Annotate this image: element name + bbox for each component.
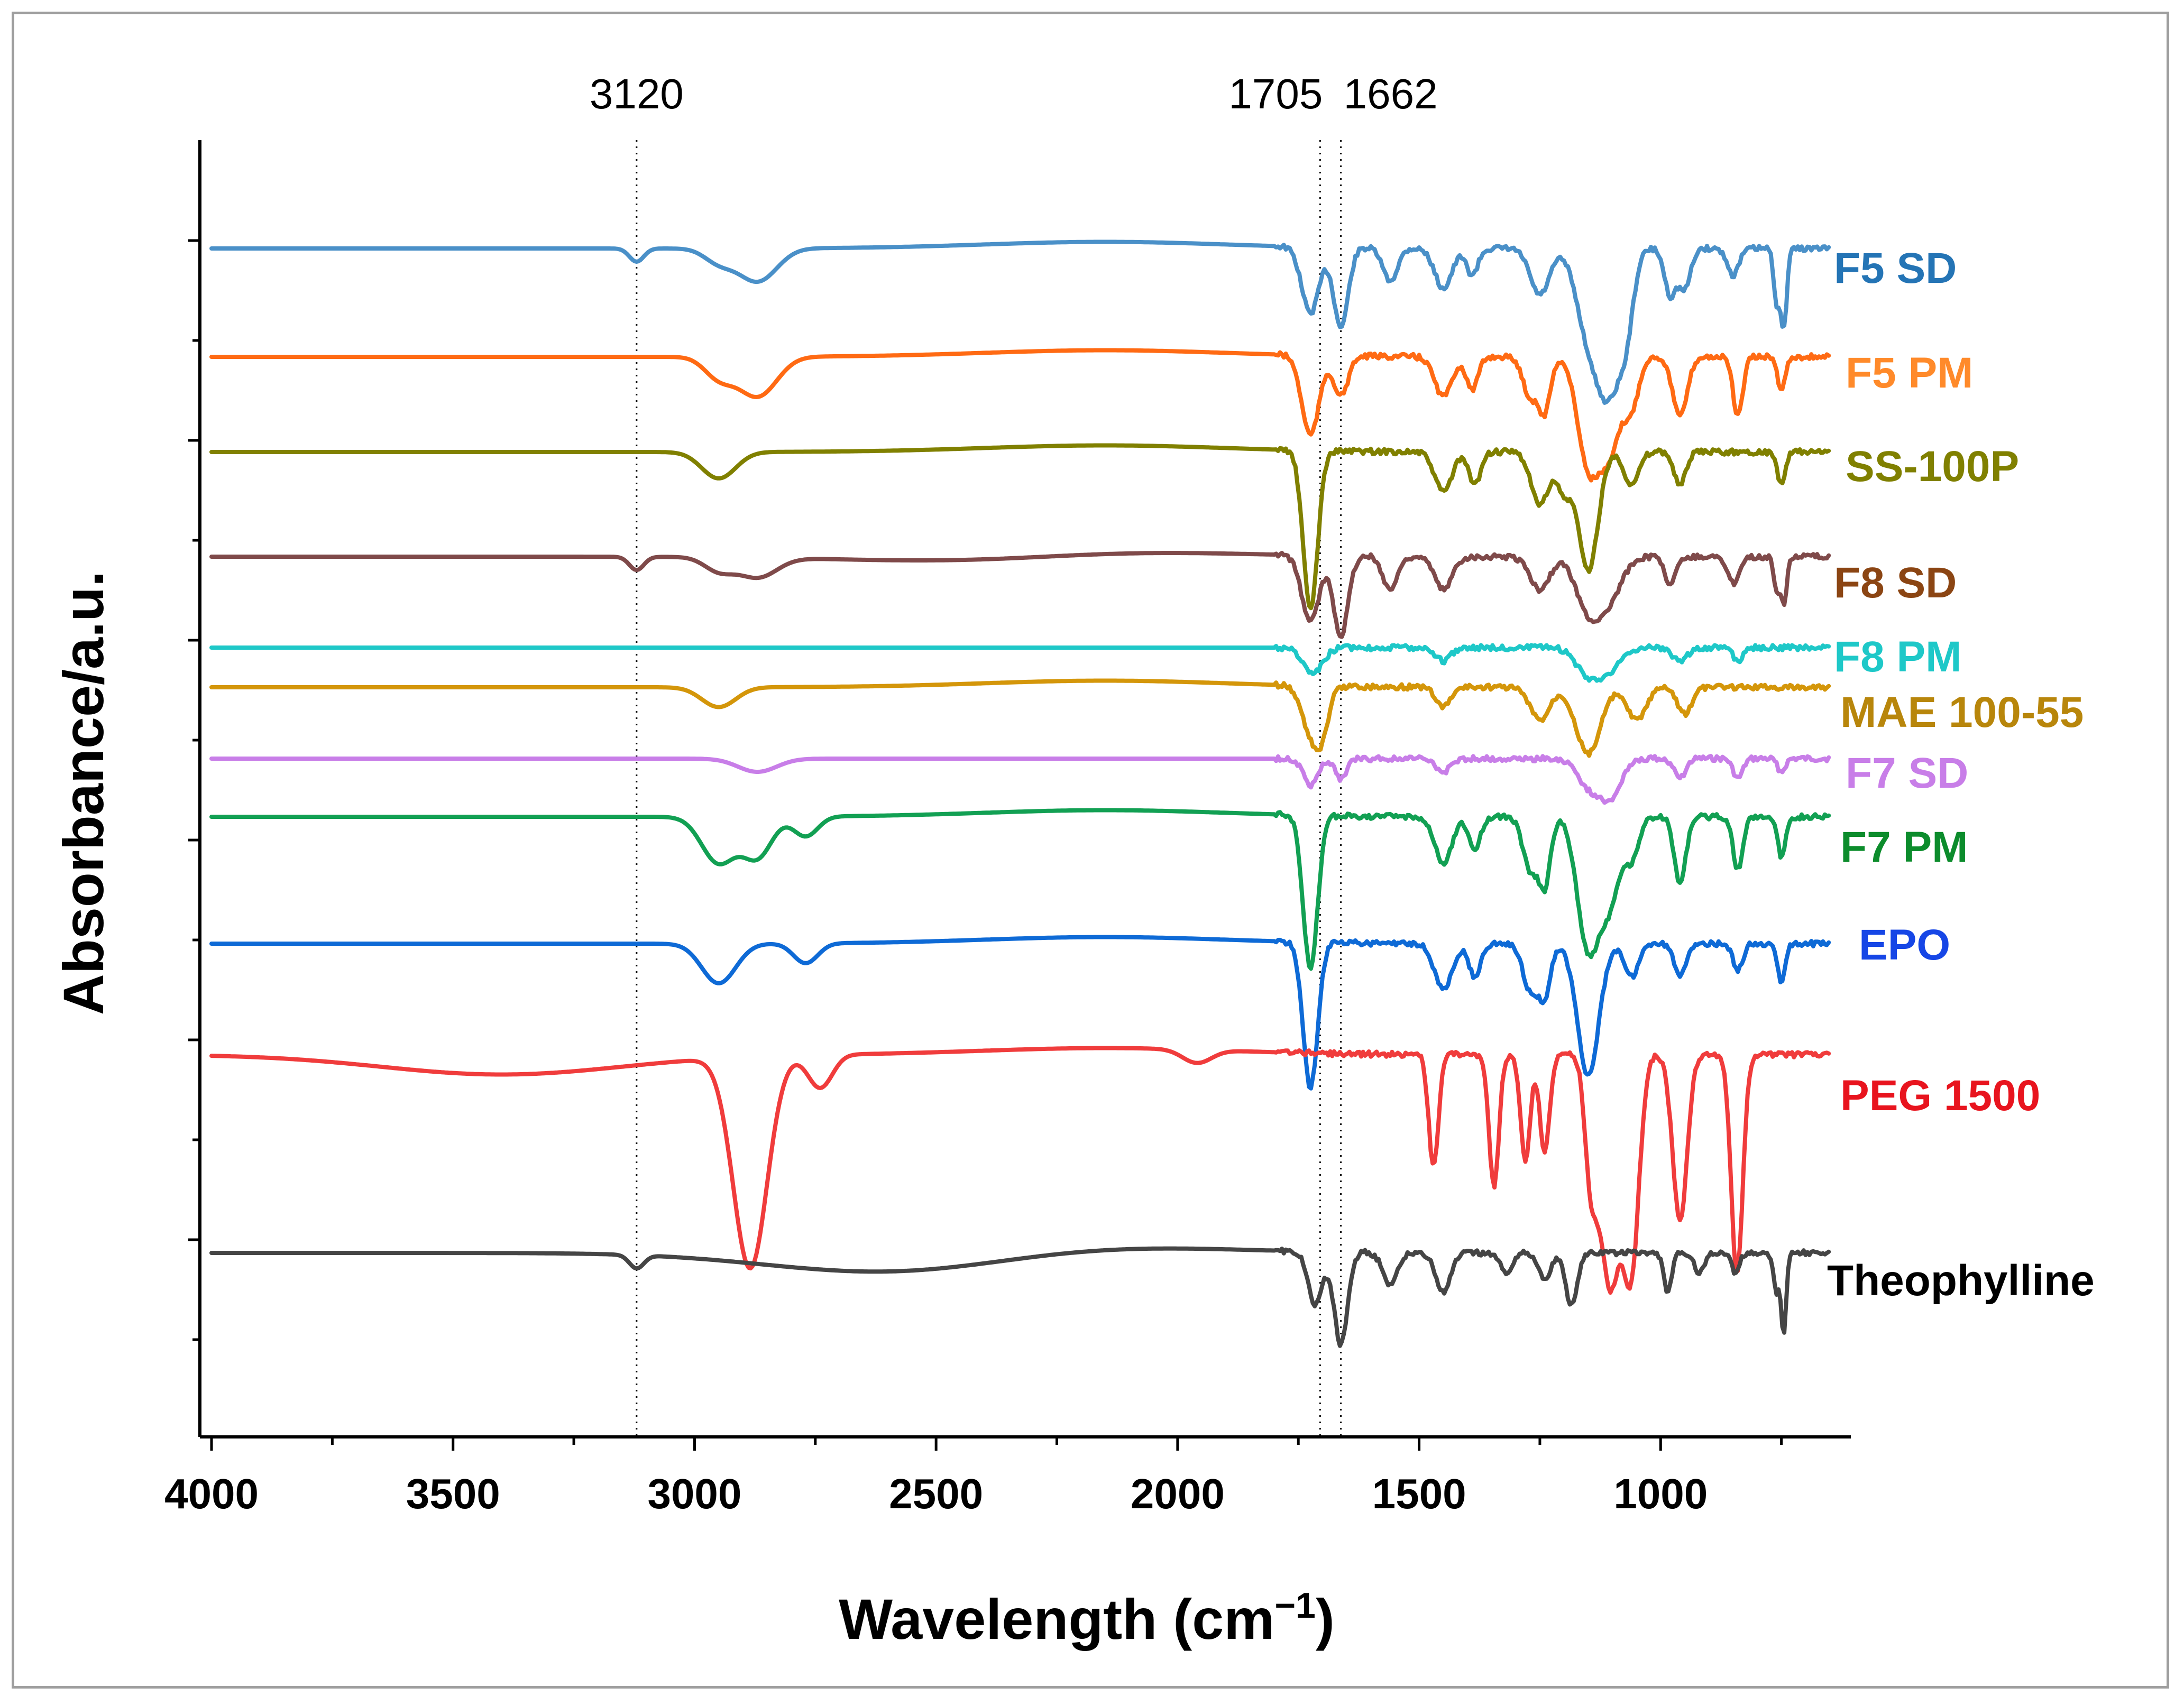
x-axis-title: Wavelength (cm−1) <box>839 1585 1335 1651</box>
series-line-theophylline <box>209 1246 1831 1348</box>
x-tick-label: 3500 <box>406 1470 500 1517</box>
series-label: F5 PM <box>1846 349 1973 397</box>
series-line-f7-sd <box>209 754 1831 805</box>
figure-frame <box>12 12 2169 1689</box>
series-label: SS-100P <box>1846 442 2019 491</box>
series-line-epo <box>209 935 1831 1091</box>
reference-label: 1705 <box>1228 70 1323 117</box>
reference-label: 1662 <box>1344 70 1438 117</box>
series-line-f8-sd <box>209 551 1831 639</box>
series-label: F8 SD <box>1834 559 1957 607</box>
series-line-f8-pm <box>209 643 1831 683</box>
series-label: MAE 100-55 <box>1840 688 2084 736</box>
y-axis-title: Absorbance/a.u. <box>51 571 115 1015</box>
x-tick-label: 1000 <box>1613 1470 1708 1517</box>
series-label: F7 SD <box>1846 749 1968 797</box>
series-line-f5-sd <box>209 239 1831 405</box>
x-tick-label: 3000 <box>647 1470 741 1517</box>
series-line-ss-100p <box>209 443 1831 611</box>
series-line-mae-100-55 <box>209 678 1831 758</box>
x-tick-label: 4000 <box>164 1470 259 1517</box>
x-tick-label: 1500 <box>1372 1470 1466 1517</box>
series-label: F8 PM <box>1834 633 1961 681</box>
series-label: PEG 1500 <box>1840 1072 2040 1120</box>
x-tick-label: 2500 <box>889 1470 983 1517</box>
series-line-peg-1500 <box>209 1046 1831 1295</box>
series-label: EPO <box>1859 921 1950 969</box>
series-label: F7 PM <box>1840 823 1968 871</box>
reference-label: 3120 <box>590 70 684 117</box>
x-tick-label: 2000 <box>1131 1470 1225 1517</box>
series-line-f5-pm <box>209 348 1831 483</box>
series-label: F5 SD <box>1834 244 1957 292</box>
series-label: Theophylline <box>1827 1257 2095 1305</box>
series-line-f7-pm <box>209 808 1831 971</box>
